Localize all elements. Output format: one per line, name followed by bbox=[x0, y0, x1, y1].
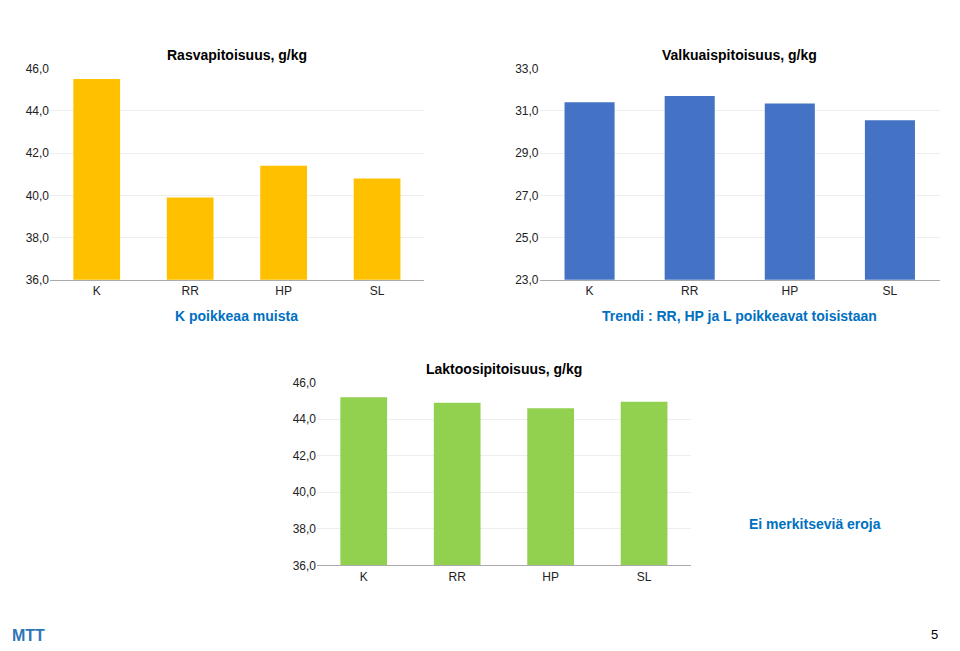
svg-text:MTT: MTT bbox=[12, 627, 45, 644]
svg-text:RR: RR bbox=[681, 284, 699, 298]
svg-text:38,0: 38,0 bbox=[293, 522, 317, 536]
svg-text:44,0: 44,0 bbox=[26, 104, 50, 118]
svg-text:23,0: 23,0 bbox=[515, 273, 539, 287]
svg-text:31,0: 31,0 bbox=[515, 104, 539, 118]
svg-text:SL: SL bbox=[637, 570, 652, 584]
svg-text:38,0: 38,0 bbox=[26, 231, 50, 245]
svg-text:44,0: 44,0 bbox=[293, 412, 317, 426]
svg-text:46,0: 46,0 bbox=[26, 62, 50, 76]
svg-text:25,0: 25,0 bbox=[515, 231, 539, 245]
svg-text:Valkuaispitoisuus, g/kg: Valkuaispitoisuus, g/kg bbox=[662, 47, 817, 63]
svg-text:27,0: 27,0 bbox=[515, 189, 539, 203]
svg-text:HP: HP bbox=[781, 284, 798, 298]
svg-text:36,0: 36,0 bbox=[293, 559, 317, 573]
svg-text:36,0: 36,0 bbox=[26, 273, 50, 287]
svg-text:K: K bbox=[360, 570, 368, 584]
svg-text:Trendi : RR, HP ja L poikkeava: Trendi : RR, HP ja L poikkeavat toisista… bbox=[602, 308, 877, 324]
svg-text:40,0: 40,0 bbox=[293, 485, 317, 499]
svg-text:40,0: 40,0 bbox=[26, 189, 50, 203]
svg-text:42,0: 42,0 bbox=[26, 146, 50, 160]
svg-text:Laktoosipitoisuus, g/kg: Laktoosipitoisuus, g/kg bbox=[426, 361, 582, 377]
svg-text:46,0: 46,0 bbox=[293, 376, 317, 390]
svg-text:5: 5 bbox=[931, 627, 938, 642]
svg-text:K poikkeaa muista: K poikkeaa muista bbox=[175, 308, 298, 324]
svg-text:33,0: 33,0 bbox=[515, 62, 539, 76]
svg-text:Rasvapitoisuus, g/kg: Rasvapitoisuus, g/kg bbox=[167, 47, 307, 63]
svg-text:29,0: 29,0 bbox=[515, 146, 539, 160]
svg-text:RR: RR bbox=[449, 570, 467, 584]
svg-text:HP: HP bbox=[542, 570, 559, 584]
svg-text:RR: RR bbox=[182, 284, 200, 298]
svg-text:SL: SL bbox=[370, 284, 385, 298]
svg-text:K: K bbox=[586, 284, 594, 298]
svg-text:SL: SL bbox=[883, 284, 898, 298]
svg-text:K: K bbox=[93, 284, 101, 298]
svg-text:Ei merkitseviä eroja: Ei merkitseviä eroja bbox=[749, 516, 881, 532]
svg-text:HP: HP bbox=[275, 284, 292, 298]
svg-text:42,0: 42,0 bbox=[293, 449, 317, 463]
